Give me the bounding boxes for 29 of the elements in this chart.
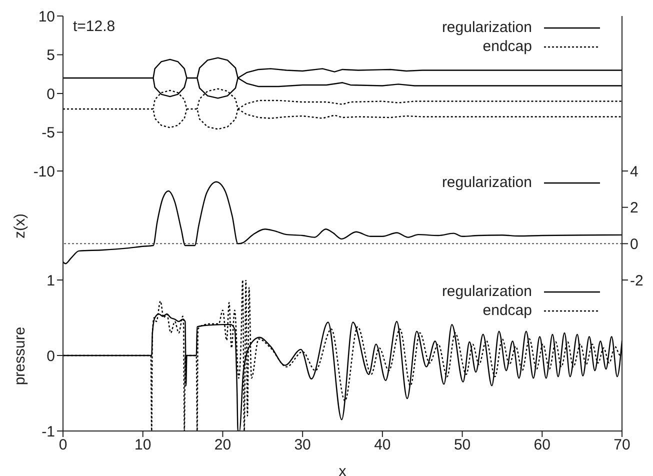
y-tick-label: -1	[42, 423, 55, 440]
x-tick-label: 30	[294, 436, 311, 454]
y2-tick-label: 2	[630, 200, 638, 217]
x-tick-label: 0	[58, 436, 68, 454]
y-axis-title: pressure	[12, 326, 28, 385]
x-tick-label: 40	[374, 436, 391, 454]
legend-label: endcap	[482, 37, 532, 56]
x-tick-label: 60	[534, 436, 550, 454]
y-axis-title: z(x)	[12, 213, 28, 238]
y2-tick-label: 4	[630, 163, 638, 180]
y-tick-label: 0	[46, 348, 55, 365]
y-tick-label: 5	[46, 47, 55, 64]
legend-label: endcap	[482, 301, 532, 320]
legend-label: regularization	[442, 282, 532, 301]
annotation: t=12.8	[73, 18, 116, 35]
x-tick-label: 70	[614, 436, 630, 454]
y-tick-label: 0	[46, 86, 55, 103]
y-tick-label: 10	[38, 8, 55, 26]
x-tick-label: 20	[214, 436, 232, 454]
x-tick-label: 10	[134, 436, 152, 454]
y2-tick-label: -2	[630, 272, 644, 290]
x-tick-label: 50	[454, 436, 471, 454]
legend-label: regularization	[442, 173, 532, 192]
y-tick-label: -5	[42, 124, 55, 142]
y-tick-label: 1	[46, 272, 55, 290]
x-axis-title: x	[338, 463, 347, 476]
y2-tick-label: 0	[630, 236, 638, 253]
legend-label: regularization	[442, 18, 532, 37]
y-tick-label: -10	[33, 163, 55, 180]
